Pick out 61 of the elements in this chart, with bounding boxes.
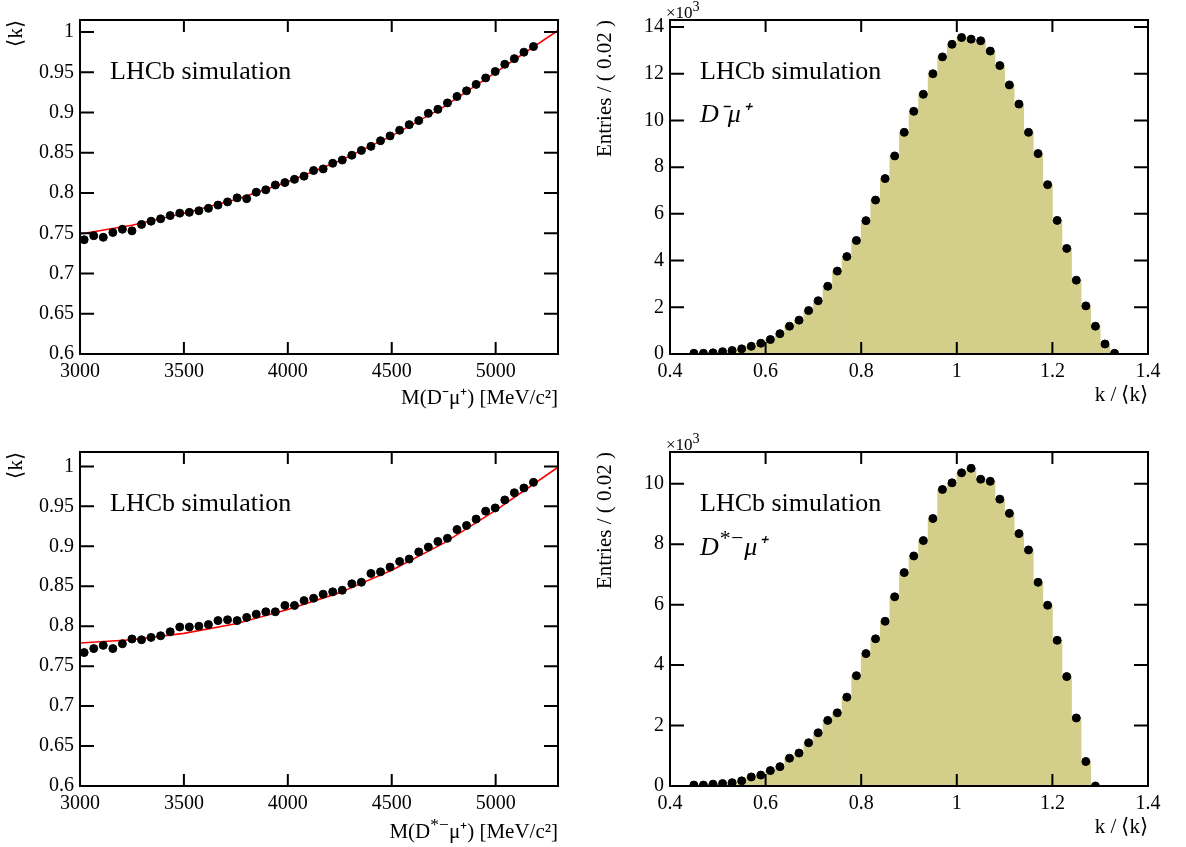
y-tick-label: 0.65 (39, 301, 74, 324)
y-axis-title: Entries / ( 0.02 ) (592, 452, 616, 590)
x-tick-label: 1.2 (1039, 791, 1065, 814)
y-tick-label: 4 (654, 652, 664, 675)
y-tick-label: 2 (654, 294, 664, 317)
y-tick-label: 4 (654, 247, 664, 270)
x-tick-label: 4500 (371, 791, 412, 814)
x-tick-label: 1.4 (1135, 791, 1161, 814)
annotation: D$^{*−}$μ⁺ (700, 526, 767, 563)
y-tick-label: 1 (64, 453, 74, 476)
y-tick-label: 8 (654, 531, 664, 554)
y-tick-label: 0.8 (49, 180, 74, 203)
y-tick-label: 0.85 (39, 573, 74, 596)
y-tick-label: 6 (654, 591, 664, 614)
x-tick-label: 3500 (163, 791, 204, 814)
annotation: ×10$^{3}$ (666, 0, 700, 23)
y-tick-label: 0.8 (49, 613, 74, 636)
annotation: LHCb simulation (700, 56, 882, 86)
annotation: LHCb simulation (110, 488, 292, 518)
x-tick-label: 5000 (475, 359, 516, 382)
y-tick-label: 0.9 (49, 533, 74, 556)
y-tick-label: 0.7 (49, 260, 74, 283)
y-tick-label: 0.95 (39, 59, 74, 82)
y-tick-label: 6 (654, 201, 664, 224)
y-tick-label: 14 (644, 14, 664, 37)
x-axis-title: k / ⟨k⟩ (1094, 382, 1148, 407)
y-tick-label: 8 (654, 154, 664, 177)
y-tick-label: 2 (654, 712, 664, 735)
x-axis-title: k / ⟨k⟩ (1094, 814, 1148, 839)
x-tick-label: 0.6 (753, 791, 779, 814)
x-tick-label: 0.8 (848, 791, 874, 814)
y-tick-label: 0.9 (49, 99, 74, 122)
x-tick-label: 1 (951, 791, 962, 814)
y-tick-label: 10 (644, 107, 664, 130)
y-axis-title: Entries / ( 0.02 ) (592, 20, 616, 158)
x-tick-label: 4500 (371, 359, 412, 382)
x-tick-label: 0.8 (848, 359, 874, 382)
x-tick-label: 0.6 (753, 359, 779, 382)
x-tick-label: 3500 (163, 359, 204, 382)
y-axis-title: ⟨k⟩ (2, 20, 26, 47)
annotation: ×10$^{3}$ (666, 430, 700, 455)
y-tick-label: 0.95 (39, 493, 74, 516)
x-tick-label: 1.4 (1135, 359, 1161, 382)
x-tick-label: 4000 (267, 359, 308, 382)
y-tick-label: 0.75 (39, 220, 74, 243)
x-tick-label: 1 (951, 359, 962, 382)
x-tick-label: 1.2 (1039, 359, 1065, 382)
y-tick-label: 10 (644, 470, 664, 493)
x-axis-title: M(D$^{*−}$μ⁺) [MeV/c²] (389, 814, 558, 844)
x-tick-label: 4000 (267, 791, 308, 814)
y-tick-label: 0.7 (49, 693, 74, 716)
y-tick-label: 0.85 (39, 140, 74, 163)
y-tick-label: 0.65 (39, 733, 74, 756)
annotation: LHCb simulation (110, 56, 292, 86)
annotation: LHCb simulation (700, 488, 882, 518)
x-tick-label: 5000 (475, 791, 516, 814)
x-axis-title: M(D⁻μ⁺) [MeV/c²] (401, 384, 558, 410)
y-tick-label: 0.75 (39, 653, 74, 676)
y-axis-title: ⟨k⟩ (2, 452, 26, 479)
y-tick-label: 1 (64, 19, 74, 42)
y-tick-label: 12 (644, 60, 664, 83)
